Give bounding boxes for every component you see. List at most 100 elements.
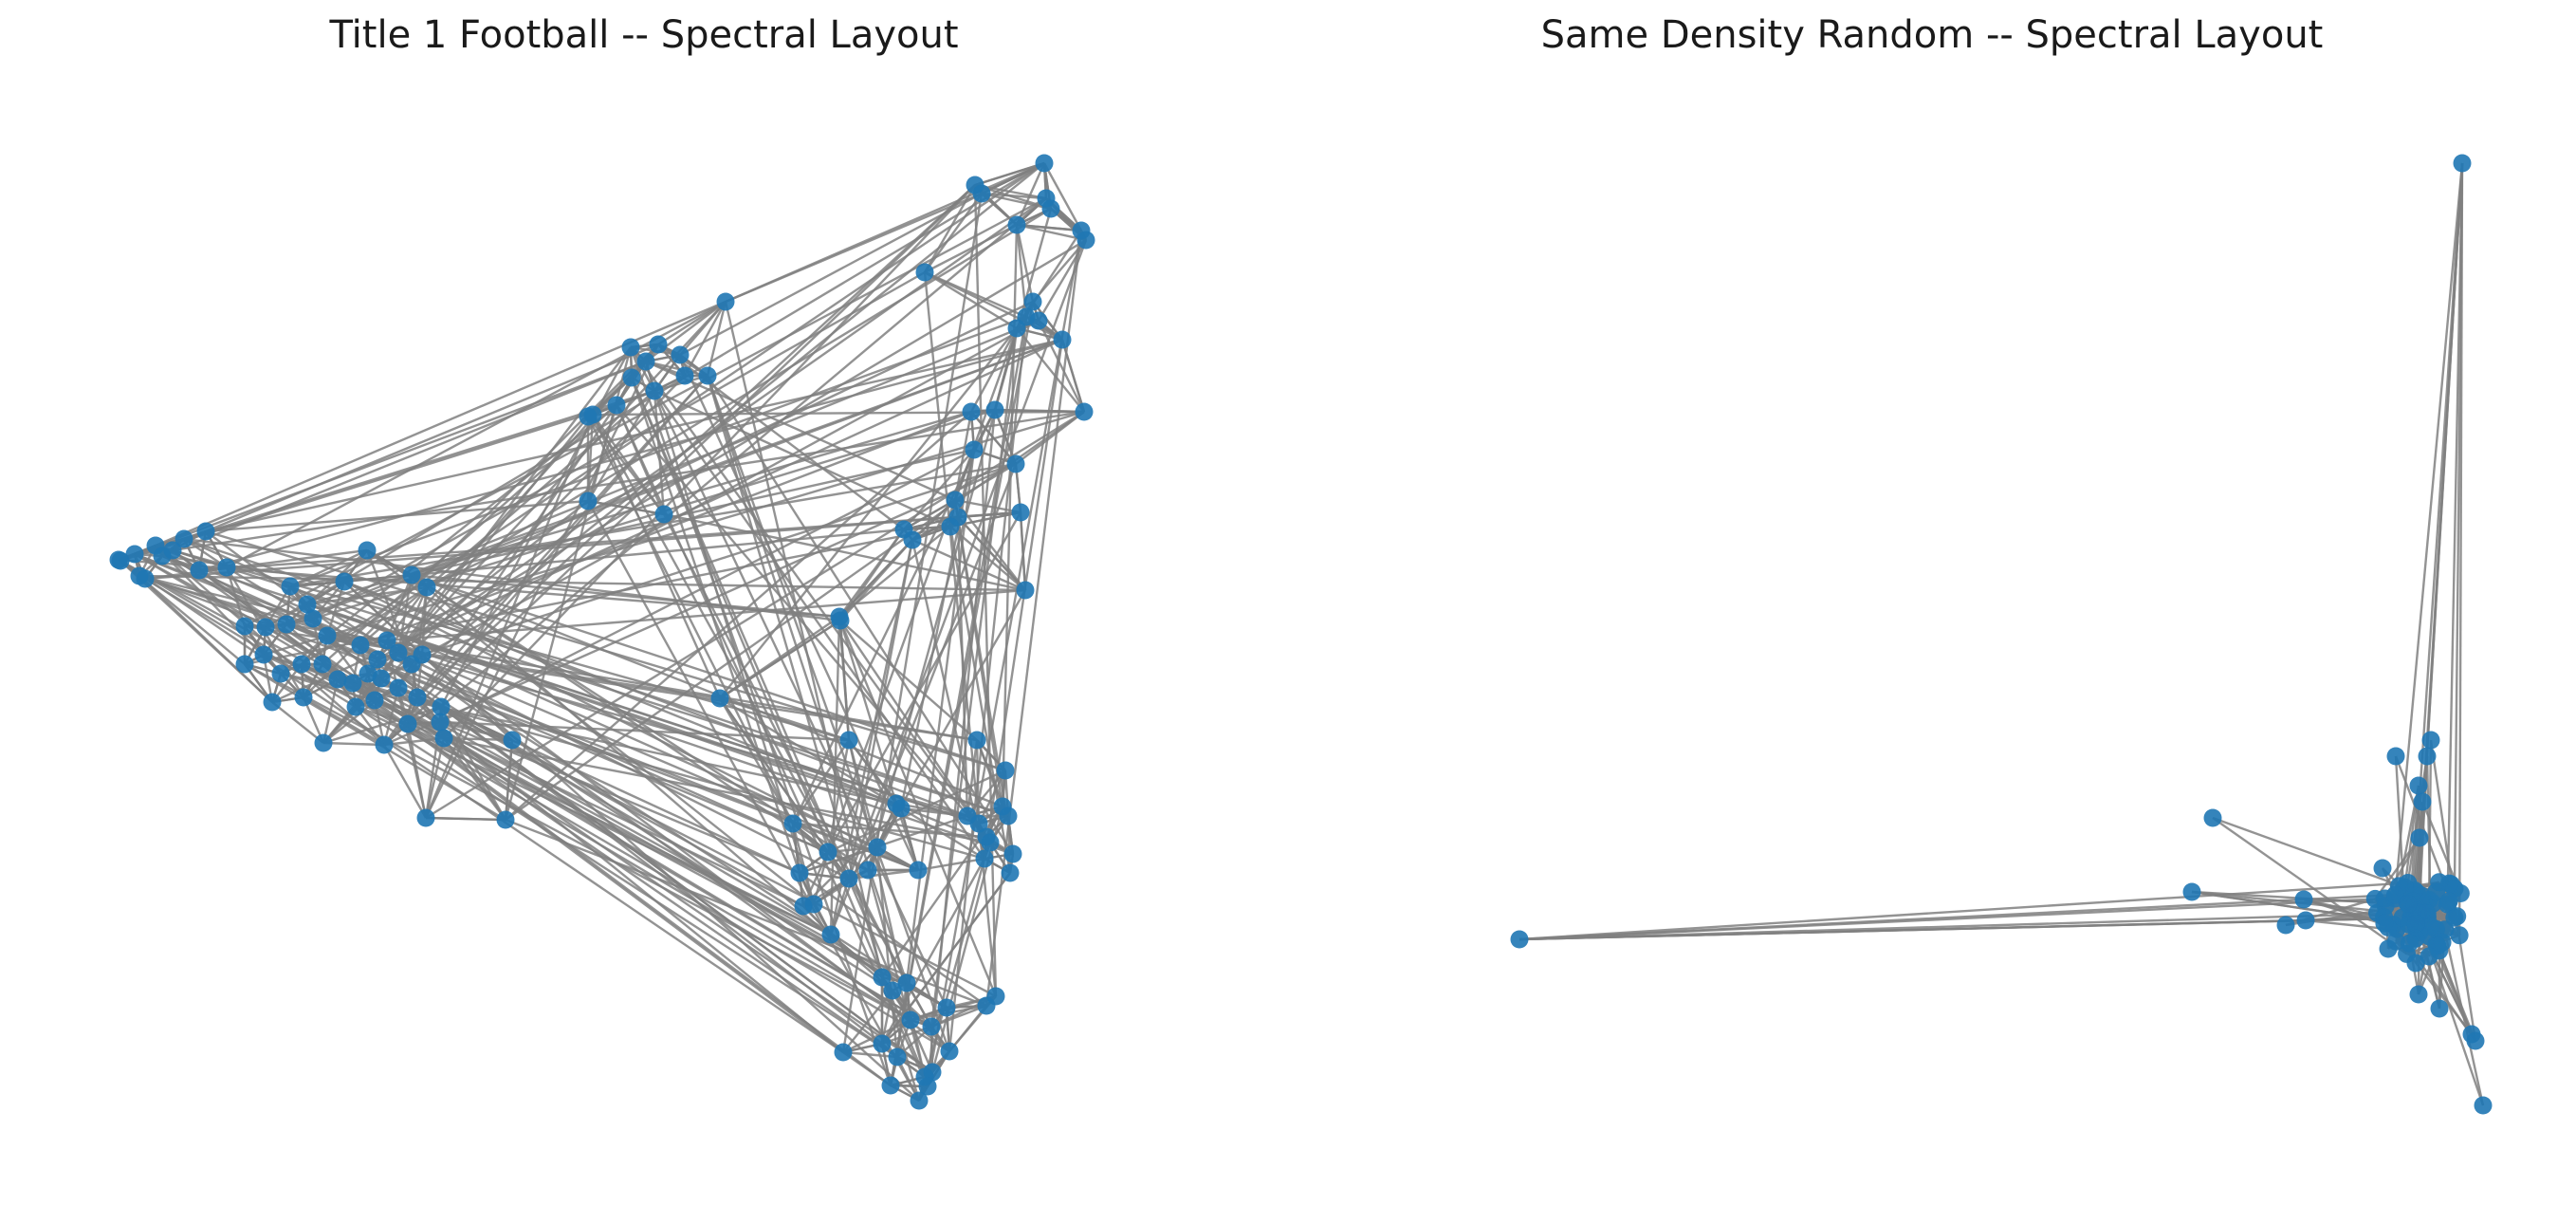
left-graph-node (873, 1034, 892, 1053)
left-graph-edge (1015, 224, 1035, 303)
right-graph-node (2421, 917, 2440, 936)
left-graph-node (946, 491, 965, 510)
left-graph-node (1029, 311, 1048, 330)
left-graph-node (294, 688, 313, 707)
left-graph-edge (425, 816, 506, 822)
left-graph-node (1041, 199, 1060, 218)
left-graph-node (1006, 454, 1025, 473)
left-graph-edge (586, 414, 595, 502)
right-graph-node (2276, 916, 2295, 935)
right-graph-node (1510, 930, 1529, 949)
left-graph-node (402, 565, 421, 584)
right-graph-node (2450, 926, 2469, 945)
left-graph-node (940, 1042, 959, 1061)
left-graph-node (398, 714, 417, 733)
right-graph-node (2386, 747, 2405, 766)
left-graph-edge (424, 343, 660, 819)
left-graph-edge (386, 639, 1014, 856)
right-graph-node (2453, 154, 2472, 173)
left-graph-edge (653, 390, 666, 515)
left-graph-node (254, 645, 273, 664)
left-graph-node (1007, 215, 1026, 234)
left-graph-edge (382, 744, 428, 819)
left-graph-edge (926, 230, 1083, 1087)
left-graph-node (783, 814, 802, 833)
left-graph-node (217, 558, 236, 577)
left-graph-edge (440, 197, 1047, 708)
left-graph-edge (198, 338, 1063, 572)
left-graph-edge (630, 377, 927, 1078)
left-graph-edge (725, 161, 1045, 304)
right-graph-node (2393, 908, 2412, 927)
left-graph-node (313, 655, 332, 674)
left-graph-node (579, 407, 598, 426)
left-graph-node (235, 655, 254, 674)
left-graph-edge (586, 404, 618, 502)
left-graph-edge (397, 651, 850, 881)
left-graph-node (256, 618, 275, 637)
left-graph-node (343, 674, 362, 693)
right-graph-node (2296, 911, 2315, 930)
right-graph-node (2379, 939, 2398, 958)
left-graph-edge (312, 270, 926, 621)
left-graph-node (868, 838, 887, 857)
right-graph-edge (2212, 817, 2408, 955)
left-graph-node (910, 1091, 929, 1110)
left-graph-edge (993, 327, 1019, 411)
left-graph-edge (630, 377, 934, 1073)
left-graph-node (389, 678, 408, 697)
left-graph-edge (719, 696, 850, 742)
left-graph-node (408, 688, 427, 707)
left-graph-node (975, 849, 994, 868)
right-graph-node (2406, 915, 2425, 934)
right-graph-node (2400, 934, 2419, 953)
left-graph-edge (322, 404, 617, 665)
left-graph-node (937, 998, 956, 1017)
right-graph-node (2445, 908, 2464, 927)
left-graph-edge (977, 769, 1007, 825)
left-graph-edge (271, 701, 324, 744)
left-graph-edge (172, 548, 1009, 818)
right-graph-node (2399, 894, 2418, 913)
left-graph-node (649, 335, 668, 354)
left-graph-node (839, 869, 858, 888)
left-graph-edge (325, 581, 346, 637)
left-graph-node (958, 806, 977, 825)
left-graph-node (622, 368, 641, 387)
left-graph-node (645, 381, 664, 400)
left-graph-node (1007, 319, 1026, 338)
left-graph-node (892, 799, 911, 818)
left-graph-edge (924, 270, 1018, 330)
right-graph-node (2413, 792, 2432, 811)
left-graph-node (999, 806, 1018, 825)
left-graph-edge (1016, 223, 1087, 242)
left-graph-edge (839, 528, 905, 621)
left-graph-node (196, 522, 215, 541)
left-graph-node (368, 650, 387, 669)
left-graph-edge (138, 574, 314, 621)
left-graph-edge (439, 720, 800, 875)
right-graph-node (2466, 1031, 2485, 1050)
left-graph-node (175, 529, 193, 548)
left-graph-node (372, 669, 391, 688)
left-graph-edge (343, 580, 968, 818)
right-graph-node (2420, 947, 2438, 966)
left-graph-node (903, 530, 922, 549)
right-graph-node (2409, 776, 2428, 795)
left-graph-node (109, 550, 128, 569)
left-graph-edge (839, 539, 913, 621)
left-graph-node (235, 617, 254, 636)
left-graph-edge (889, 316, 1028, 1086)
right-graph-edges (1518, 162, 2485, 1106)
left-graph-edge (355, 705, 898, 1059)
left-graph-edge (975, 739, 981, 825)
left-graph-node (417, 578, 436, 597)
left-graph-edge (1016, 327, 1085, 413)
left-graph-edge (966, 739, 979, 817)
right-graph-edge (2212, 816, 2405, 889)
left-graph-edge (586, 500, 921, 1102)
left-graph-node (996, 761, 1015, 780)
left-graph-node (125, 545, 144, 564)
left-network-graph (109, 154, 1095, 1110)
right-graph-node (2375, 914, 2394, 933)
